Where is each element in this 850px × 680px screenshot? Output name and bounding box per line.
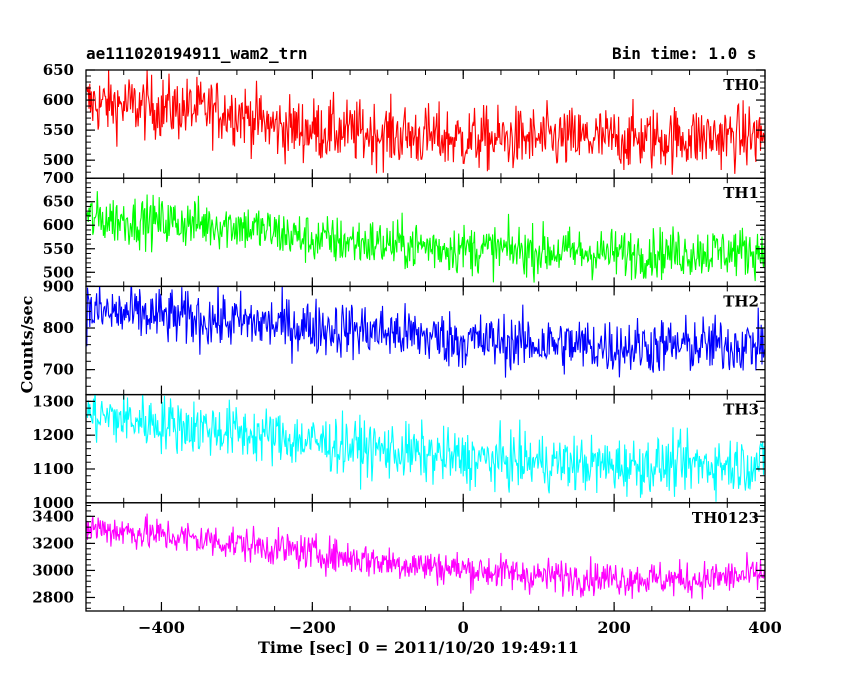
- series-line-th2: [86, 286, 765, 378]
- y-tick-label: 1200: [32, 426, 74, 444]
- y-tick-label: 900: [43, 277, 74, 295]
- panel-frame-th0: [85, 69, 766, 179]
- x-tick-label: −400: [138, 618, 185, 637]
- x-tick-label: 200: [597, 618, 630, 637]
- x-axis-label: Time [sec] 0 = 2011/10/20 19:49:11: [258, 638, 579, 657]
- y-tick-label: 1100: [32, 460, 74, 478]
- y-tick-label: 800: [43, 319, 74, 337]
- x-tick-label: 400: [748, 618, 781, 637]
- y-tick-label: 700: [43, 361, 74, 379]
- y-tick-label: 550: [43, 240, 74, 258]
- y-tick-label: 600: [43, 216, 74, 234]
- x-tick-label: −200: [289, 618, 336, 637]
- y-tick-label: 2800: [32, 588, 74, 606]
- series-line-th0: [86, 70, 765, 175]
- series-line-th0123: [86, 513, 765, 600]
- series-label-th2: TH2: [723, 292, 759, 310]
- x-tick-label: 0: [458, 618, 469, 637]
- series-label-th0123: TH0123: [692, 509, 759, 527]
- y-tick-label: 700: [43, 169, 74, 187]
- y-tick-label: 3200: [32, 534, 74, 552]
- series-label-th0: TH0: [723, 76, 759, 94]
- bin-time-label: Bin time: 1.0 s: [612, 44, 757, 63]
- series-line-th3: [86, 394, 765, 502]
- series-line-th1: [86, 191, 765, 283]
- y-tick-label: 1300: [32, 392, 74, 410]
- y-tick-label: 500: [43, 151, 74, 169]
- y-tick-label: 3400: [32, 507, 74, 525]
- y-tick-label: 650: [43, 61, 74, 79]
- series-label-th3: TH3: [723, 401, 759, 419]
- series-label-th1: TH1: [723, 184, 759, 202]
- y-tick-label: 600: [43, 91, 74, 109]
- chart-title: ae111020194911_wam2_trn: [86, 44, 308, 63]
- y-tick-label: 550: [43, 121, 74, 139]
- y-tick-label: 500: [43, 263, 74, 281]
- y-tick-label: 3000: [32, 561, 74, 579]
- y-tick-label: 650: [43, 193, 74, 211]
- y-tick-label: 1000: [32, 494, 74, 512]
- y-axis-label: Counts/sec: [17, 295, 37, 394]
